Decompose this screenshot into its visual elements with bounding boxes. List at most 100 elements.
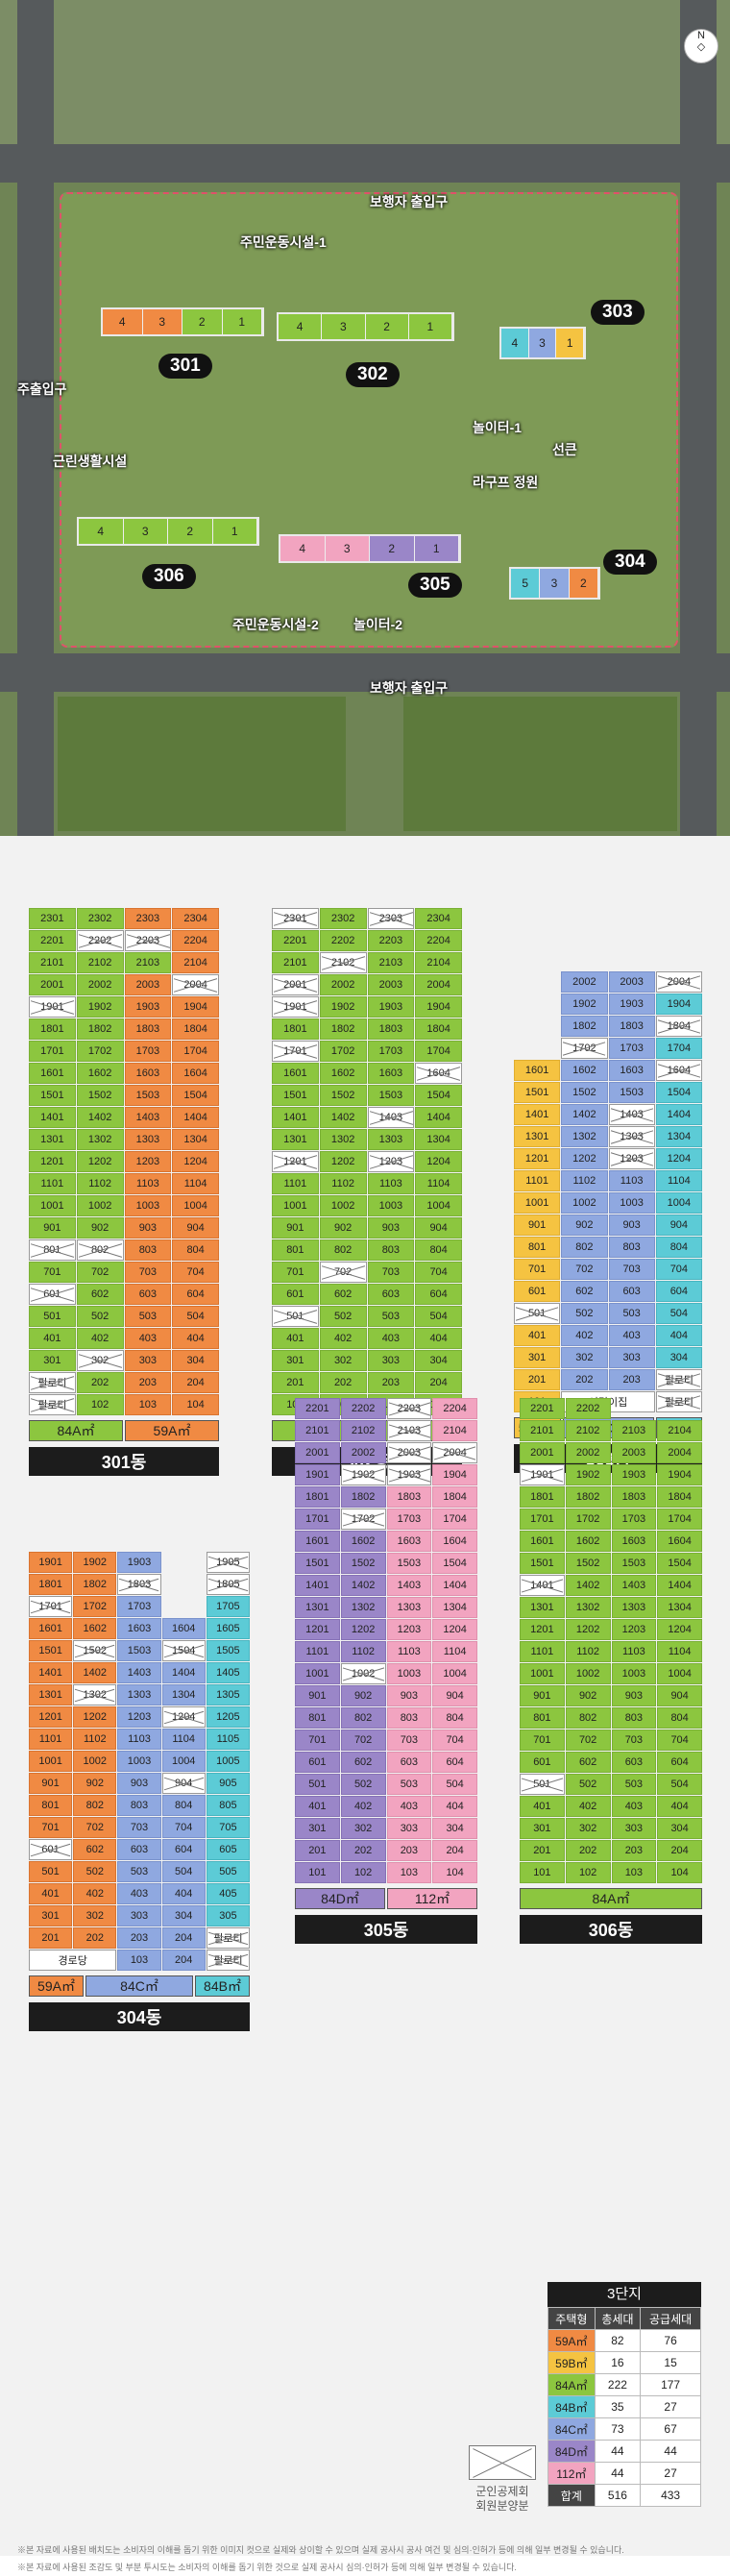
unit-cell	[612, 1398, 657, 1419]
legend-text: 군인공제회 회원분양분	[459, 2485, 546, 2514]
unit-cell: 305	[206, 1905, 250, 1926]
unit-cell: 1702	[73, 1596, 117, 1617]
unit-cell: 1702	[340, 1509, 386, 1530]
unit-cell: 2204	[415, 930, 462, 951]
unit-cell: 2003	[608, 971, 655, 993]
unit-cell: 801	[29, 1795, 73, 1816]
unit-cell: 1302	[73, 1684, 117, 1705]
summary-type: 84A㎡	[548, 2373, 596, 2396]
map-road-west	[17, 0, 54, 836]
unit-cell: 701	[520, 1730, 565, 1751]
unit-cell: 1604	[657, 1531, 702, 1552]
unit-cell: 1001	[29, 1751, 73, 1772]
unit-cell: 1903	[611, 1464, 657, 1485]
map-north-area	[0, 0, 730, 144]
unit-cell: 2202	[319, 930, 367, 951]
unit-cell: 2001	[272, 974, 319, 995]
unit-cell: 704	[657, 1730, 702, 1751]
unit-cell: 801	[295, 1707, 340, 1729]
summary-total-label: 합계	[548, 2484, 596, 2507]
unit-cell: 1505	[206, 1640, 250, 1661]
unit-cell: 1801	[520, 1486, 565, 1508]
summary-supply: 27	[640, 2395, 701, 2418]
unit-cell: 1003	[367, 1195, 415, 1216]
unit-cell: 902	[76, 1217, 124, 1239]
unit-cell: 805	[206, 1795, 250, 1816]
unit-cell: 2101	[272, 952, 319, 973]
summary-title: 3단지	[548, 2282, 701, 2307]
unit-cell: 204	[415, 1372, 462, 1393]
unit-cell: 804	[655, 1237, 702, 1258]
unit-cell: 1803	[367, 1018, 415, 1040]
unit-type-label: 112㎡	[387, 1888, 477, 1909]
unit-cell: 2004	[657, 1442, 702, 1463]
building-label-304: 304	[603, 550, 657, 575]
unit-cell: 803	[124, 1239, 172, 1261]
unit-cell: 1403	[124, 1107, 172, 1128]
unit-cell: 1201	[29, 1706, 73, 1728]
label-fitness-1: 주민운동시설-1	[240, 234, 327, 250]
unit-cell: 1801	[29, 1018, 76, 1040]
unit-cell: 1803	[117, 1574, 161, 1595]
unit-cell: 603	[117, 1839, 161, 1860]
unit-cell: 2104	[172, 952, 219, 973]
unit-cell: 404	[432, 1796, 477, 1817]
unit-cell: 1703	[386, 1509, 432, 1530]
unit-cell: 504	[415, 1306, 462, 1327]
unit-cell: 1204	[172, 1151, 219, 1172]
unit-cell: 2203	[124, 930, 172, 951]
unit-cell: 804	[172, 1239, 219, 1261]
unit-cell: 1102	[340, 1641, 386, 1662]
unit-cell: 904	[415, 1217, 462, 1239]
unit-cell: 2104	[657, 1420, 702, 1441]
unit-cell: 2002	[76, 974, 124, 995]
unit-cell: 803	[367, 1239, 415, 1261]
unit-cell: 401	[29, 1883, 73, 1904]
unit-cell: 603	[124, 1284, 172, 1305]
unit-cell: 304	[161, 1905, 206, 1926]
unit-cell: 1503	[386, 1553, 432, 1574]
unit-cell: 1501	[29, 1640, 73, 1661]
note-2: ※본 자료에 사용된 조감도 및 부분 투시도는 소비자의 이해를 돕기 위한 …	[17, 2563, 517, 2572]
unit-cell: 503	[611, 1774, 657, 1795]
unit-cell: 1101	[295, 1641, 340, 1662]
unit-cell: 504	[655, 1303, 702, 1324]
unit-cell: 2103	[124, 952, 172, 973]
unit-cell: 703	[608, 1259, 655, 1280]
unit-cell: 702	[340, 1730, 386, 1751]
unit-cell: 503	[608, 1303, 655, 1324]
unit-cell: 302	[565, 1818, 611, 1839]
type-legend-5: 84D㎡ 112㎡	[295, 1888, 477, 1909]
summary-total-sum: 516	[594, 2484, 642, 2507]
unit-cell: 1701	[29, 1596, 73, 1617]
unit-cell: 1801	[29, 1574, 73, 1595]
unit-cell: 101	[520, 1862, 565, 1883]
unit-cell: 401	[272, 1328, 319, 1349]
unit-cell: 302	[76, 1350, 124, 1371]
unit-cell: 2303	[367, 908, 415, 929]
unit-cell: 1402	[561, 1104, 608, 1125]
building-name: 305동	[295, 1915, 477, 1944]
building-name: 301동	[29, 1447, 219, 1476]
unit-cell: 1202	[561, 1148, 608, 1169]
unit-cell: 1403	[386, 1575, 432, 1596]
unit-cell: 1203	[367, 1151, 415, 1172]
unit-cell: 804	[415, 1239, 462, 1261]
unit-cell: 1104	[172, 1173, 219, 1194]
unit-cell: 2003	[124, 974, 172, 995]
unit-cell: 301	[29, 1350, 76, 1371]
summary-type: 59A㎡	[548, 2329, 596, 2352]
unit-cell: 503	[367, 1306, 415, 1327]
unit-cell: 402	[340, 1796, 386, 1817]
unit-cell: 필로티	[655, 1391, 702, 1412]
unit-cell: 404	[655, 1325, 702, 1346]
unit-cell: 1402	[76, 1107, 124, 1128]
unit-cell: 1601	[29, 1063, 76, 1084]
unit-cell: 2302	[76, 908, 124, 929]
unit-cell: 1702	[76, 1041, 124, 1062]
unit-cell: 1702	[565, 1509, 611, 1530]
unit-cell: 1205	[206, 1706, 250, 1728]
building-label-301: 301	[158, 354, 212, 379]
unit-cell: 1001	[520, 1663, 565, 1684]
